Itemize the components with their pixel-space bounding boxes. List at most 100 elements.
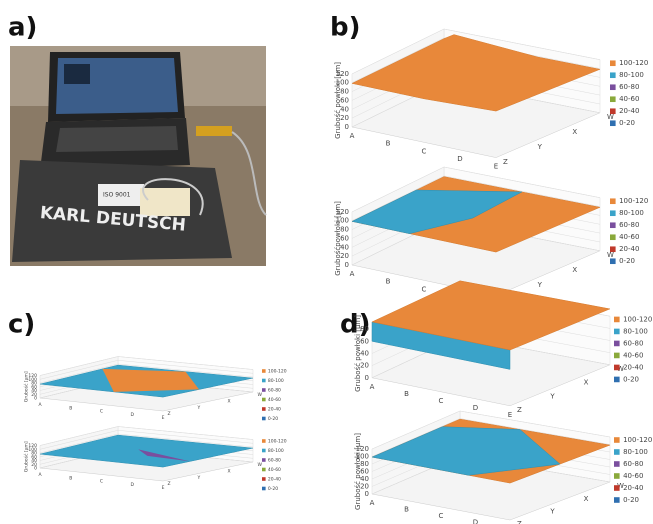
legend-label: 40-60 bbox=[623, 351, 643, 359]
legend-swatch bbox=[610, 84, 616, 90]
x-tick-label: B bbox=[69, 475, 72, 481]
y-tick-label: 0 bbox=[345, 261, 349, 269]
legend-label: 80-100 bbox=[619, 209, 644, 217]
legend-swatch bbox=[262, 439, 266, 443]
legend-label: 20-40 bbox=[619, 107, 639, 115]
depth-tick-label: X bbox=[228, 469, 231, 475]
legend-label: 0-20 bbox=[268, 486, 278, 492]
depth-tick-label: X bbox=[584, 495, 589, 503]
x-tick-label: E bbox=[494, 163, 498, 171]
depth-tick-label: W bbox=[258, 462, 263, 468]
depth-tick-label: W bbox=[607, 113, 614, 121]
y-axis-label: Grubośćpowłoki [µm] bbox=[334, 201, 342, 276]
legend-label: 40-60 bbox=[619, 233, 639, 241]
y-axis-label: Grubość powłoki [µm] bbox=[354, 433, 362, 510]
legend-label: 40-60 bbox=[623, 472, 643, 480]
legend-label: 100-120 bbox=[619, 197, 648, 205]
x-tick-label: D bbox=[457, 155, 462, 163]
legend-label: 100-120 bbox=[623, 436, 652, 444]
legend-label: 60-80 bbox=[623, 339, 643, 347]
x-tick-label: D bbox=[131, 412, 135, 418]
legend-swatch bbox=[610, 96, 616, 102]
y-tick-label: 0 bbox=[365, 374, 369, 382]
legend-swatch bbox=[614, 317, 620, 323]
depth-tick-label: X bbox=[572, 266, 577, 274]
legend-label: 60-80 bbox=[623, 460, 643, 468]
y-axis-label: Grubość [µm] bbox=[23, 371, 30, 402]
legend-swatch bbox=[262, 487, 266, 491]
x-tick-label: C bbox=[422, 147, 427, 155]
y-tick-label: 0 bbox=[365, 490, 369, 498]
depth-tick-label: Y bbox=[537, 143, 543, 151]
legend-swatch bbox=[614, 485, 620, 491]
y-tick-label: 120 bbox=[28, 373, 37, 379]
legend-swatch bbox=[610, 60, 616, 66]
y-tick-label: 120 bbox=[28, 443, 37, 449]
photo-text: ISO 9001 bbox=[103, 192, 131, 199]
legend-swatch bbox=[262, 468, 266, 472]
x-tick-label: C bbox=[100, 409, 103, 415]
legend-swatch bbox=[614, 341, 620, 347]
legend-swatch bbox=[614, 365, 620, 371]
legend-swatch bbox=[262, 379, 266, 383]
depth-tick-label: Z bbox=[517, 520, 522, 524]
legend-swatch bbox=[262, 417, 266, 421]
x-tick-label: E bbox=[162, 415, 165, 421]
legend-label: 100-120 bbox=[268, 369, 287, 375]
legend-label: 80-100 bbox=[268, 448, 284, 454]
legend-swatch bbox=[262, 458, 266, 462]
legend-label: 60-80 bbox=[268, 388, 281, 394]
legend-label: 100-120 bbox=[623, 315, 652, 323]
legend-label: 20-40 bbox=[623, 363, 643, 371]
legend-label: 0-20 bbox=[619, 257, 635, 265]
legend-label: 0-20 bbox=[623, 375, 639, 383]
panel-label: a) bbox=[8, 13, 37, 43]
depth-tick-label: Z bbox=[168, 481, 171, 487]
y-axis-label: Grubość powłoki [µm] bbox=[354, 315, 362, 392]
x-tick-label: C bbox=[439, 512, 444, 520]
legend-swatch bbox=[614, 449, 620, 455]
depth-tick-label: X bbox=[228, 399, 231, 405]
legend-swatch bbox=[610, 222, 616, 228]
depth-tick-label: W bbox=[258, 392, 263, 398]
x-tick-label: C bbox=[100, 479, 103, 485]
depth-tick-label: Y bbox=[537, 281, 543, 289]
legend-swatch bbox=[610, 108, 616, 114]
legend-swatch bbox=[614, 329, 620, 335]
depth-tick-label: Z bbox=[168, 411, 171, 417]
legend-swatch bbox=[614, 461, 620, 467]
y-axis-label: Grubość powłoki [µm] bbox=[334, 62, 342, 139]
x-tick-label: D bbox=[473, 519, 478, 524]
y-tick-label: 0 bbox=[345, 123, 349, 131]
x-tick-label: A bbox=[38, 472, 42, 478]
x-tick-label: E bbox=[508, 411, 512, 419]
legend-label: 40-60 bbox=[268, 467, 281, 473]
legend-label: 20-40 bbox=[268, 477, 281, 483]
x-tick-label: A bbox=[38, 402, 42, 408]
photo: KARL DEUTSCH ISO 9001 bbox=[10, 46, 266, 266]
depth-tick-label: X bbox=[584, 379, 589, 387]
x-tick-label: A bbox=[350, 132, 355, 140]
x-tick-label: C bbox=[439, 397, 444, 405]
legend-swatch bbox=[614, 377, 620, 383]
x-tick-label: E bbox=[162, 485, 165, 491]
legend-label: 80-100 bbox=[623, 448, 648, 456]
legend-label: 60-80 bbox=[268, 458, 281, 464]
x-tick-label: D bbox=[131, 482, 135, 488]
legend-swatch bbox=[610, 210, 616, 216]
y-axis-label: Grubość [µm] bbox=[23, 441, 30, 472]
legend-label: 80-100 bbox=[623, 327, 648, 335]
x-tick-label: B bbox=[404, 390, 409, 398]
x-tick-label: B bbox=[386, 140, 391, 148]
depth-tick-label: Z bbox=[503, 158, 508, 166]
depth-tick-label: Y bbox=[197, 475, 201, 481]
legend-swatch bbox=[262, 449, 266, 453]
legend-label: 40-60 bbox=[268, 397, 281, 403]
x-tick-label: C bbox=[422, 285, 427, 293]
x-tick-label: A bbox=[370, 499, 375, 507]
legend-swatch bbox=[610, 198, 616, 204]
legend-swatch bbox=[610, 258, 616, 264]
legend-swatch bbox=[614, 497, 620, 503]
legend-swatch bbox=[614, 437, 620, 443]
legend-label: 80-100 bbox=[619, 71, 644, 79]
